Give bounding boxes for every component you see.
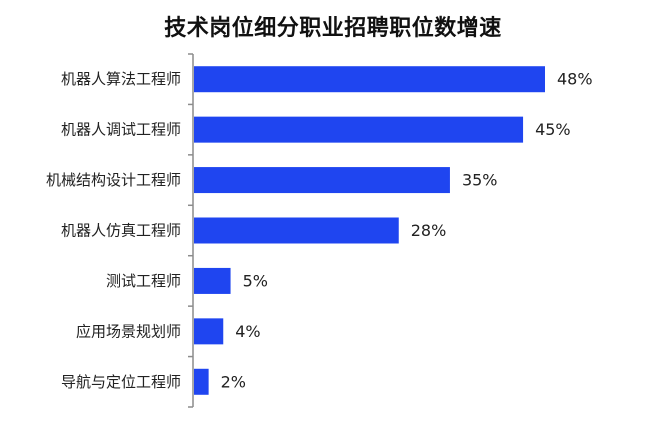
bars-group [194,66,545,395]
bar-2 [194,116,524,143]
value-labels: 48% 45% 35% 28% 5% 4% 2% [221,70,593,392]
data-label: 5% [243,271,268,290]
data-label: 45% [535,120,571,139]
category-label: 机械结构设计工程师 [46,171,181,189]
y-axis-ticks [188,53,193,408]
data-label: 35% [462,171,498,190]
category-labels: 机器人算法工程师机器人调试工程师机械结构设计工程师机器人仿真工程师测试工程师应用… [46,70,181,391]
category-label: 测试工程师 [106,272,181,290]
category-label: 机器人算法工程师 [61,70,181,88]
data-label: 48% [557,70,593,89]
category-label: 机器人仿真工程师 [61,222,181,240]
data-label: 2% [221,372,246,391]
bar-1 [194,66,545,93]
bar-6 [194,318,224,345]
bar-7 [194,368,209,395]
bar-3 [194,167,450,194]
bar-4 [194,217,399,244]
data-label: 28% [411,221,447,240]
data-label: 4% [235,322,260,341]
category-label: 导航与定位工程师 [61,373,181,391]
category-label: 机器人调试工程师 [61,121,181,139]
bar-5 [194,267,231,294]
chart-title: 技术岗位细分职业招聘职位数增速 [164,16,502,41]
category-label: 应用场景规划师 [76,322,181,340]
